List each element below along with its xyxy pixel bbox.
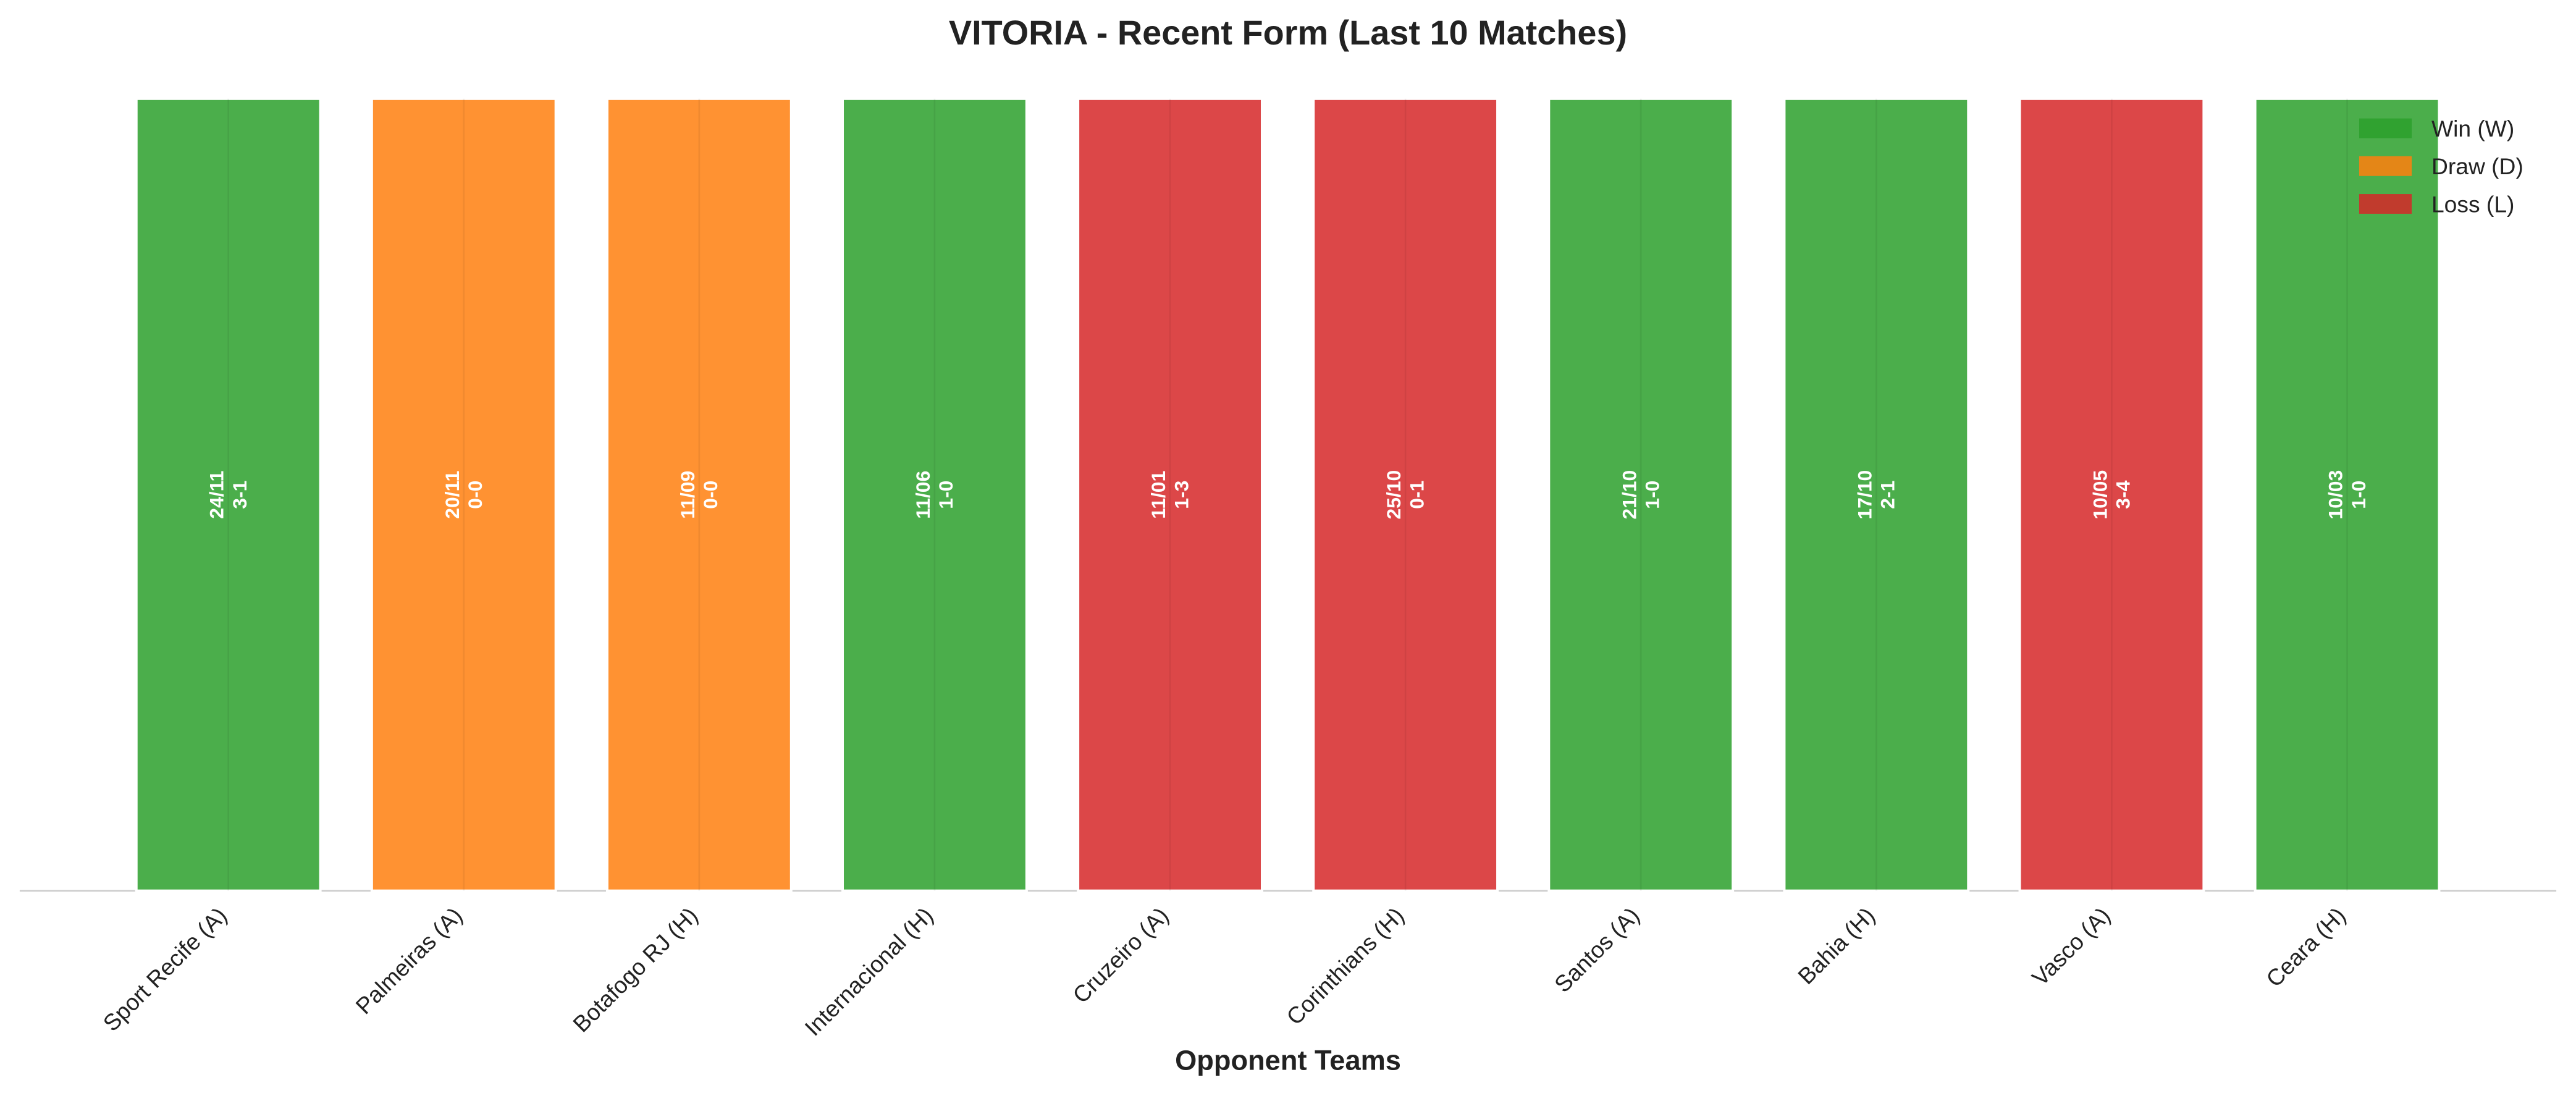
bar-date-label: 11/09	[676, 471, 699, 519]
bar-date-label: 11/01	[1147, 471, 1169, 519]
x-tick-label: Cruzeiro (A)	[1067, 902, 1174, 1008]
bar	[2018, 97, 2205, 892]
x-tick-label: Santos (A)	[1549, 902, 1644, 997]
x-axis-label: Opponent Teams	[1175, 1045, 1401, 1076]
bar-score-label: 1-3	[1170, 481, 1192, 509]
bar-date-label: 25/10	[1383, 470, 1405, 520]
bar	[1547, 97, 1735, 892]
bar-date-label: 20/11	[441, 471, 463, 519]
x-tick-label: Vasco (A)	[2027, 902, 2115, 990]
bar-date-label: 11/06	[912, 471, 934, 519]
bar	[2254, 97, 2441, 892]
legend-swatch	[2359, 194, 2412, 214]
bar	[1077, 97, 1263, 892]
legend-swatch	[2359, 118, 2412, 138]
bar-score-label: 0-0	[699, 481, 722, 509]
x-tick-label: Sport Recife (A)	[98, 902, 232, 1036]
x-tick-label: Ceara (H)	[2261, 902, 2351, 992]
x-tick-label: Internacional (H)	[799, 902, 938, 1040]
legend-label: Loss (L)	[2431, 191, 2514, 217]
legend-label: Win (W)	[2431, 116, 2514, 141]
bar-score-label: 1-0	[935, 481, 957, 509]
chart-title: VITORIA - Recent Form (Last 10 Matches)	[949, 13, 1627, 52]
bar-date-label: 21/10	[1618, 470, 1640, 520]
bar-score-label: 1-0	[1641, 481, 1664, 509]
x-tick-label: Corinthians (H)	[1281, 902, 1409, 1030]
x-tick-label: Bahia (H)	[1793, 902, 1880, 989]
x-tick-label: Palmeiras (A)	[350, 902, 467, 1019]
bar	[1783, 97, 1970, 892]
legend-swatch	[2359, 156, 2412, 176]
bar	[135, 97, 322, 892]
bar-score-label: 0-0	[464, 481, 486, 509]
legend-label: Draw (D)	[2431, 153, 2523, 179]
bar-date-label: 24/11	[206, 471, 228, 519]
bar-score-label: 3-1	[229, 481, 251, 509]
bar	[370, 97, 557, 892]
bar-date-label: 10/03	[2325, 470, 2347, 520]
bar-score-label: 3-4	[2112, 480, 2134, 509]
bar	[1312, 97, 1499, 892]
bar-score-label: 1-0	[2347, 481, 2370, 509]
bar-date-label: 10/05	[2089, 470, 2111, 520]
bar-score-label: 0-1	[1405, 481, 1428, 509]
bar	[605, 97, 793, 892]
bar-score-label: 2-1	[1877, 481, 1899, 509]
x-tick-label: Botafogo RJ (H)	[568, 902, 702, 1037]
bar	[841, 97, 1028, 892]
bar-date-label: 17/10	[1853, 470, 1875, 520]
